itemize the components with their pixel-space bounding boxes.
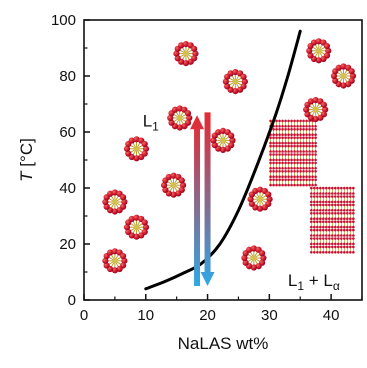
phase-boundary-layer: [144, 29, 302, 291]
micelle: [123, 136, 150, 162]
region-label-l1-plus-la: L1 + Lα: [288, 271, 340, 293]
micelle: [102, 189, 128, 215]
region-label-l1-la-main: L: [288, 271, 297, 290]
micelle: [222, 69, 248, 95]
y-axis-symbol: T: [17, 170, 36, 182]
micelle: [241, 245, 267, 271]
micelle: [330, 63, 357, 89]
heating-arrow: [190, 115, 205, 286]
x-tick-label: 30: [261, 307, 278, 324]
region-label-l1-la-mid: + L: [304, 271, 333, 290]
temperature-arrows-layer: [190, 112, 215, 287]
x-tick-label: 20: [199, 307, 216, 324]
micelle: [160, 172, 187, 198]
micelle: [102, 248, 128, 274]
region-label-l1-la-sub2: α: [333, 279, 340, 293]
micelle: [167, 105, 193, 131]
region-label-l1: L1: [143, 111, 159, 133]
micelle: [210, 127, 236, 153]
micelle: [303, 97, 329, 123]
y-tick-label: 20: [59, 236, 76, 253]
y-tick-label: 60: [59, 124, 76, 141]
x-axis-label: NaLAS wt%: [178, 334, 269, 353]
x-tick-label: 10: [137, 307, 154, 324]
lamellar-stack: [269, 119, 317, 187]
illustration-layer: [102, 38, 357, 274]
region-label-l1-la-sub: 1: [297, 279, 304, 293]
cooling-arrow: [200, 112, 215, 287]
x-tick-label: 0: [80, 307, 88, 324]
y-tick-label: 80: [59, 68, 76, 85]
y-tick-label: 0: [68, 292, 76, 309]
axes-layer: 0 10 20 30 40 0 20 40 60 80 100: [51, 12, 363, 324]
y-tick-label: 100: [51, 12, 76, 29]
region-label-l1-main: L: [143, 111, 152, 130]
phase-boundary-line: [144, 29, 302, 291]
micelle: [306, 38, 332, 64]
y-tick-label: 40: [59, 180, 76, 197]
y-axis-label: T [°C]: [17, 138, 36, 182]
lamellar-stack: [310, 186, 355, 254]
x-tick-label: 40: [323, 307, 340, 324]
region-label-l1-sub: 1: [152, 119, 159, 133]
y-axis-unit: [°C]: [17, 138, 36, 171]
micelle: [123, 214, 150, 240]
micelle: [247, 186, 273, 212]
micelle: [173, 41, 199, 67]
